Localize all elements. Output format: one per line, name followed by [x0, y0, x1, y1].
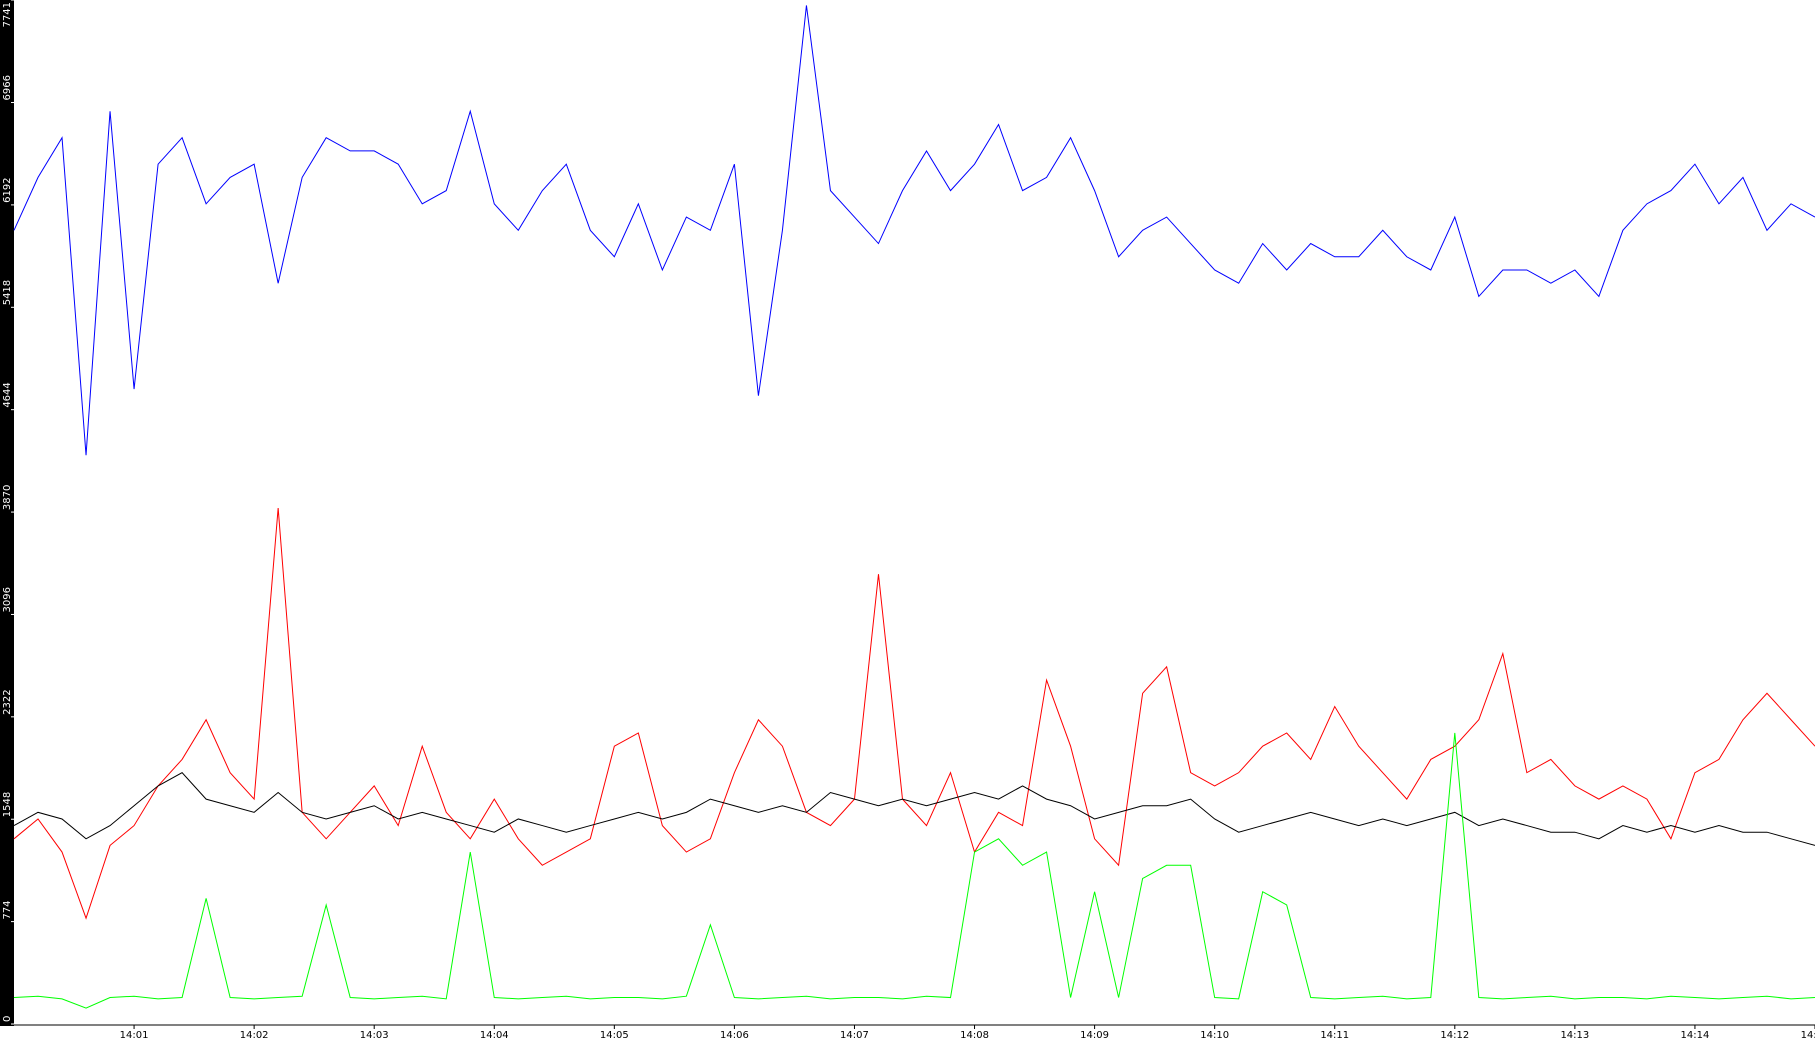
y-tick-label: 4644 — [2, 382, 13, 407]
series-line — [13, 772, 1815, 846]
y-tick-label: 0 — [2, 1016, 13, 1022]
series-line — [13, 508, 1815, 920]
y-tick-label: 1548 — [2, 792, 13, 817]
x-tick-label: 14:12 — [1440, 1030, 1469, 1039]
y-tick-label: 6192 — [2, 177, 13, 202]
x-tick-label: 14:14 — [1681, 1030, 1710, 1039]
x-tick-label: 14:02 — [240, 1030, 269, 1039]
x-tick-label: 14:09 — [1080, 1030, 1109, 1039]
x-tick-label: 14:11 — [1320, 1030, 1349, 1039]
x-tick-label: 14:08 — [960, 1030, 989, 1039]
series-line — [13, 732, 1815, 1009]
x-tick-label: 14:04 — [480, 1030, 509, 1039]
y-tick-label: 3870 — [2, 485, 13, 510]
x-tick-label: 14:07 — [840, 1030, 869, 1039]
x-tick-label: 14:15 — [1801, 1030, 1815, 1039]
y-tick-label: 7741 — [2, 2, 13, 27]
x-tick-label: 14:10 — [1200, 1030, 1229, 1039]
y-tick-label: 774 — [2, 901, 13, 920]
y-tick-label: 2322 — [2, 689, 13, 714]
x-tick-label: 14:05 — [600, 1030, 629, 1039]
x-tick-label: 14:01 — [120, 1030, 149, 1039]
y-tick-label: 6966 — [2, 75, 13, 100]
x-tick-label: 14:13 — [1560, 1030, 1589, 1039]
y-tick-label: 5418 — [2, 280, 13, 305]
y-axis-strip — [0, 0, 14, 1026]
series-line — [13, 5, 1815, 456]
y-tick-label: 3096 — [2, 587, 13, 612]
x-tick-label: 14:06 — [720, 1030, 749, 1039]
x-tick-label: 14:03 — [360, 1030, 389, 1039]
